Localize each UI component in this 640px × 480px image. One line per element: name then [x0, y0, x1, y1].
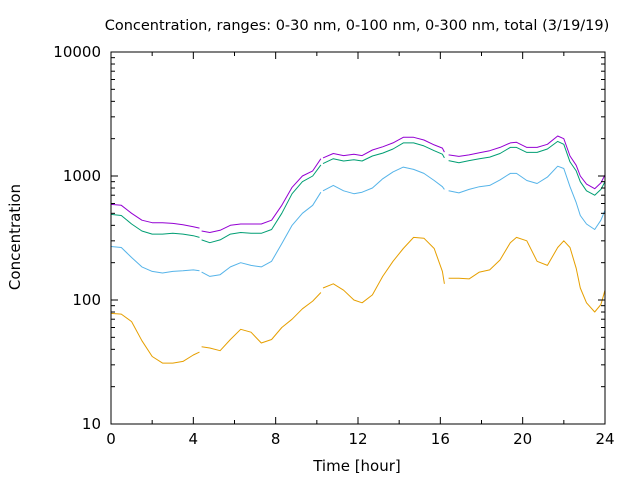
series-2-segment — [322, 166, 445, 195]
y-tick-label: 10000 — [53, 43, 101, 61]
series-4-segment — [322, 136, 445, 159]
series-layer — [110, 135, 606, 364]
x-tick-label: 24 — [595, 430, 614, 448]
series-1-line — [110, 236, 606, 364]
series-4-segment — [110, 203, 200, 229]
x-tick-label: 8 — [271, 430, 281, 448]
series-2-segment — [201, 191, 322, 277]
x-tick-label: 12 — [348, 430, 367, 448]
series-3-line — [110, 140, 606, 244]
series-1-segment — [201, 292, 322, 352]
series-1-segment — [110, 312, 200, 364]
series-1-segment — [448, 236, 606, 313]
series-3-segment — [201, 164, 322, 244]
y-tick-label: 10 — [82, 415, 101, 433]
series-3-segment — [110, 213, 200, 238]
y-tick-label: 1000 — [63, 167, 101, 185]
x-tick-label: 0 — [106, 430, 116, 448]
series-3-segment — [322, 142, 445, 165]
series-2-line — [110, 165, 606, 277]
series-2-segment — [448, 165, 606, 230]
y-axis-label: Concentration — [6, 184, 24, 290]
ticks-layer: 0 4 8 12 16 20 24 10 100 1000 10000 — [53, 43, 614, 448]
chart-title: Concentration, ranges: 0-30 nm, 0-100 nm… — [105, 18, 610, 34]
series-1-segment — [322, 236, 445, 304]
x-tick-label: 4 — [189, 430, 199, 448]
x-tick-label: 20 — [513, 430, 532, 448]
series-3-segment — [448, 140, 606, 196]
series-4-segment — [201, 158, 322, 233]
y-tick-label: 100 — [72, 291, 101, 309]
series-4-segment — [448, 135, 606, 190]
x-tick-label: 16 — [431, 430, 450, 448]
plot-frame — [110, 51, 606, 425]
series-4-line — [110, 135, 606, 233]
x-axis-label: Time [hour] — [312, 457, 401, 475]
series-2-segment — [110, 246, 200, 274]
